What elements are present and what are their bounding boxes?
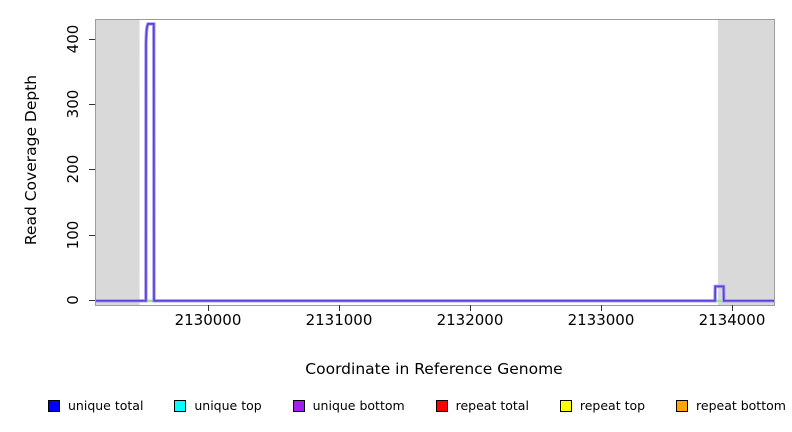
y-tick-label: 0 [64, 295, 82, 305]
y-axis-tick [89, 38, 95, 40]
legend-swatch [292, 399, 305, 412]
y-tick-label: 100 [64, 220, 82, 249]
legend-label: unique bottom [312, 398, 405, 413]
legend-swatch [559, 399, 572, 412]
legend-label: repeat bottom [696, 398, 786, 413]
x-axis-tick [601, 305, 602, 311]
legend-item-unique-total: unique total [48, 398, 143, 413]
legend-swatch [435, 399, 448, 412]
legend: unique total unique top unique bottom repea… [48, 398, 786, 413]
masked-region [717, 20, 774, 305]
legend-label: unique top [194, 398, 262, 413]
x-axis-tick [208, 305, 209, 311]
x-axis-tick [732, 305, 733, 311]
plot-area [95, 19, 775, 306]
y-axis-tick [89, 169, 95, 171]
y-axis-tick [89, 234, 95, 236]
masked-region [96, 20, 140, 305]
legend-swatch [676, 399, 689, 412]
legend-label: unique total [68, 398, 144, 413]
legend-item-repeat-bottom: repeat bottom [676, 398, 786, 413]
legend-item-repeat-total: repeat total [435, 398, 529, 413]
legend-label: repeat total [455, 398, 529, 413]
x-axis-title: Coordinate in Reference Genome [305, 360, 563, 378]
y-tick-label: 300 [64, 89, 82, 119]
legend-item-repeat-top: repeat top [559, 398, 646, 413]
x-tick-label: 2134000 [698, 311, 766, 329]
y-tick-label: 400 [64, 24, 82, 53]
coverage-chart [96, 20, 774, 305]
x-axis-tick [470, 305, 471, 311]
y-axis-tick [89, 299, 95, 301]
legend-item-unique-bottom: unique bottom [292, 398, 405, 413]
x-tick-label: 2131000 [305, 311, 373, 329]
y-axis-title: Read Coverage Depth [22, 74, 40, 246]
series-line-unique-bottom [96, 22, 774, 303]
series-line-unique-bottom [96, 23, 774, 302]
x-tick-label: 2132000 [436, 311, 504, 329]
x-axis-tick [339, 305, 340, 311]
x-tick-label: 2130000 [174, 311, 242, 329]
x-tick-label: 2133000 [567, 311, 635, 329]
y-tick-label: 200 [64, 154, 82, 184]
legend-item-unique-top: unique top [174, 398, 262, 413]
legend-swatch [174, 399, 187, 412]
y-axis-tick [89, 103, 95, 105]
legend-swatch [48, 399, 60, 412]
legend-label: repeat top [579, 398, 646, 413]
